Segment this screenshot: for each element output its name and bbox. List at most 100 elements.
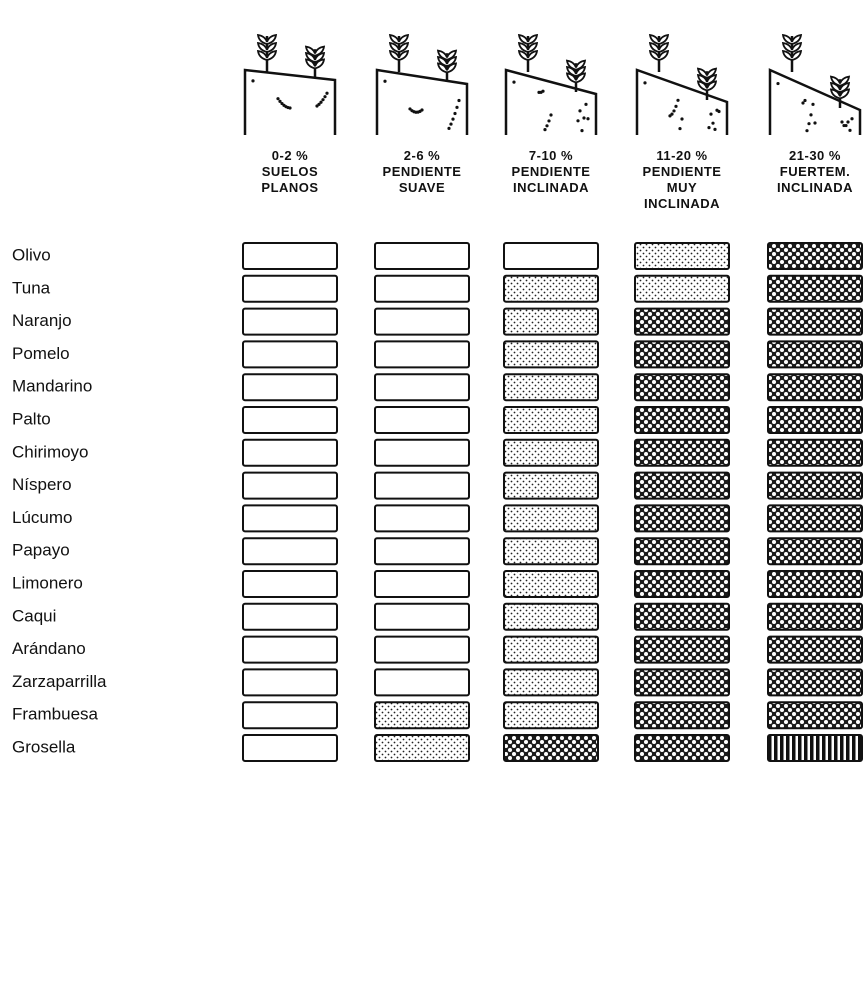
suitability-cell <box>374 635 470 664</box>
soil-dot <box>809 113 813 117</box>
terrain <box>635 68 729 135</box>
leaf <box>388 49 410 61</box>
suitability-cell <box>634 406 730 434</box>
suitability-cell <box>634 438 730 467</box>
suitability-cell <box>503 537 599 566</box>
leaf <box>436 49 458 61</box>
column-header: PENDIENTE <box>643 164 722 179</box>
soil-dot <box>801 101 805 105</box>
row-label: Naranjo <box>12 311 72 330</box>
soil-dot <box>811 102 815 106</box>
leaf <box>829 88 851 100</box>
suitability-cell <box>767 373 863 402</box>
column-header: SUELOS <box>262 164 318 179</box>
suitability-cell <box>767 635 863 664</box>
soil-dot <box>449 122 453 126</box>
suitability-cell <box>767 602 863 631</box>
row-label: Olivo <box>12 245 51 264</box>
soil-dot <box>674 104 678 108</box>
suitability-cell <box>503 274 599 303</box>
leaf <box>517 41 539 53</box>
row-label: Arándano <box>12 639 86 658</box>
suitability-cell <box>503 242 599 270</box>
row-label: Grosella <box>12 737 76 756</box>
leaf <box>517 49 539 61</box>
soil-dot <box>537 90 541 94</box>
soil-dot <box>803 98 807 103</box>
leaf <box>696 80 718 92</box>
suitability-cell <box>634 635 730 664</box>
suitability-cell <box>242 406 338 434</box>
suitability-cell <box>634 242 730 270</box>
soil-dot <box>840 120 844 124</box>
soil-dot <box>512 80 516 84</box>
suitability-cell <box>374 406 470 434</box>
suitability-cell <box>634 570 730 598</box>
leaf <box>256 41 278 53</box>
suitability-cell <box>503 504 599 533</box>
soil-dot <box>278 99 282 103</box>
suitability-cell <box>503 635 599 664</box>
row-label: Pomelo <box>12 344 70 363</box>
soil-dot <box>842 123 846 128</box>
suitability-cell <box>503 734 599 762</box>
soil-dot <box>543 128 547 132</box>
soil-dot <box>323 95 327 99</box>
column-header: INCLINADA <box>777 180 853 195</box>
suitability-cell <box>374 340 470 369</box>
leaf <box>256 33 278 45</box>
leaf <box>648 33 670 45</box>
suitability-cell <box>374 274 470 303</box>
suitability-cell <box>634 668 730 697</box>
suitability-cell <box>767 438 863 467</box>
soil-dot <box>455 105 459 109</box>
column-header: 7-10 % <box>529 148 573 163</box>
suitability-cell <box>767 242 863 270</box>
row-label: Zarzaparrilla <box>12 672 107 691</box>
soil-dot <box>709 112 713 116</box>
leaf <box>517 33 539 45</box>
suitability-cell <box>767 471 863 500</box>
column-header: 21-30 % <box>789 148 841 163</box>
suitability-cell <box>767 668 863 697</box>
leaf <box>696 67 718 79</box>
soil-dot <box>447 126 451 130</box>
suitability-cell <box>242 602 338 631</box>
leaf <box>781 33 803 45</box>
soil-dot <box>776 81 780 86</box>
suitability-cell <box>634 734 730 762</box>
suitability-cell <box>374 438 470 467</box>
suitability-cell <box>242 307 338 336</box>
suitability-cell <box>374 602 470 631</box>
suitability-cell <box>374 307 470 336</box>
suitability-cell <box>767 307 863 336</box>
slope-icon <box>243 33 337 135</box>
column-header: MUY <box>667 180 697 195</box>
row-label: Tuna <box>12 278 51 297</box>
soil-dot <box>549 113 553 117</box>
slope-icon <box>768 33 862 135</box>
suitability-cell <box>634 274 730 303</box>
row-label: Chirimoyo <box>12 442 89 461</box>
suitability-cell <box>242 438 338 467</box>
soil-dot <box>586 117 590 121</box>
leaf <box>388 41 410 53</box>
slope-icon <box>635 33 729 135</box>
leaf <box>829 75 851 87</box>
leaf <box>436 55 458 67</box>
row-label: Lúcumo <box>12 508 72 527</box>
row-label: Papayo <box>12 541 70 560</box>
terrain <box>504 68 598 135</box>
terrain <box>375 68 469 135</box>
column-header: PENDIENTE <box>512 164 591 179</box>
leaf <box>781 49 803 61</box>
soil-dot <box>715 108 719 112</box>
soil-dot <box>315 104 319 108</box>
suitability-cell <box>634 471 730 500</box>
row-label: Caqui <box>12 606 56 625</box>
suitability-cell <box>242 701 338 730</box>
suitability-cell <box>374 471 470 500</box>
suitability-cell <box>767 406 863 434</box>
suitability-cell <box>634 602 730 631</box>
